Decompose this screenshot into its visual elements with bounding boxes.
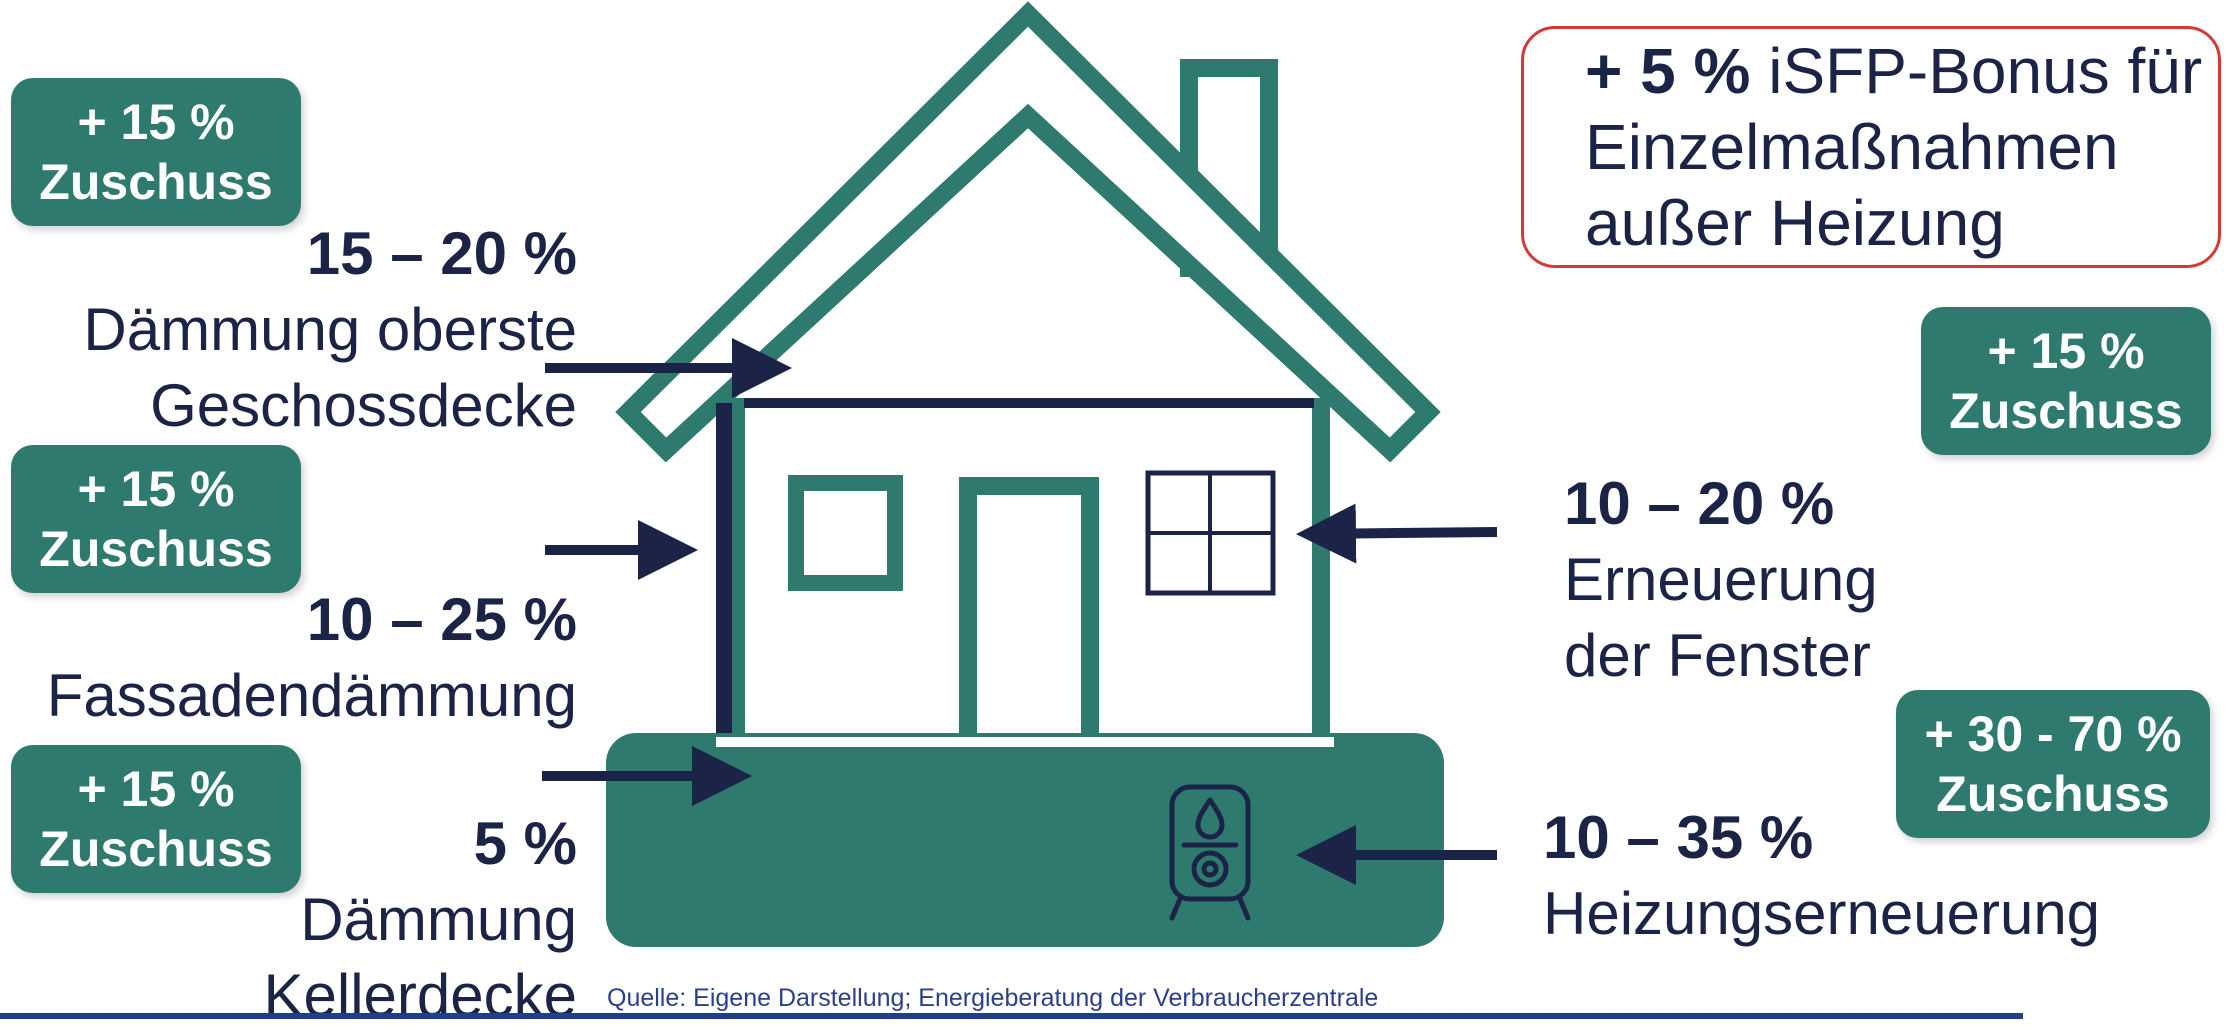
label-window-percent: 10 – 20 % bbox=[1564, 470, 1835, 537]
bonus-line-1-rest: iSFP-Bonus für bbox=[1750, 35, 2203, 107]
bonus-box bbox=[1521, 26, 2221, 268]
roof bbox=[615, 1, 1441, 463]
badge-facade-line-2: Zuschuss bbox=[39, 521, 273, 577]
label-window-measure: 10 – 20 % Erneuerung der Fenster bbox=[1564, 466, 1878, 694]
label-window-line-2: der Fenster bbox=[1564, 622, 1871, 689]
four-pane-window bbox=[1145, 470, 1276, 596]
badge-heating-line-2: Zuschuss bbox=[1936, 766, 2170, 822]
bottom-rule bbox=[0, 1013, 2023, 1019]
label-roof-line-1: Dämmung oberste bbox=[83, 296, 577, 363]
bonus-line-3: außer Heizung bbox=[1585, 187, 2005, 259]
label-cellar-line-2: Kellerdecke bbox=[263, 962, 577, 1029]
heat-pump-icon bbox=[1169, 784, 1251, 921]
bonus-line-2: Einzelmaßnahmen bbox=[1585, 111, 2119, 183]
label-roof-line-2: Geschossdecke bbox=[150, 372, 577, 439]
label-facade-measure: 10 – 25 % Fassadendämmung bbox=[47, 582, 577, 734]
badge-facade-subsidy: + 15 % Zuschuss bbox=[11, 445, 301, 593]
arrow-window bbox=[1296, 503, 1498, 564]
label-roof-measure: 15 – 20 % Dämmung oberste Geschossdecke bbox=[83, 216, 577, 444]
label-cellar-line-1: Dämmung bbox=[300, 886, 577, 953]
badge-cellar-line-1: + 15 % bbox=[77, 761, 235, 817]
badge-heating-subsidy: + 30 - 70 % Zuschuss bbox=[1896, 690, 2210, 838]
basement bbox=[606, 733, 1444, 947]
badge-cellar-line-2: Zuschuss bbox=[39, 821, 273, 877]
badge-cellar-subsidy: + 15 % Zuschuss bbox=[11, 745, 301, 893]
bonus-text: + 5 % iSFP-Bonus für Einzelmaßnahmen auß… bbox=[1585, 33, 2202, 261]
badge-window-line-2: Zuschuss bbox=[1949, 383, 2183, 439]
badge-roof-line-1: + 15 % bbox=[77, 94, 235, 150]
square-window bbox=[788, 475, 903, 591]
label-heating-measure: 10 – 35 % Heizungserneuerung bbox=[1543, 800, 2100, 952]
label-roof-percent: 15 – 20 % bbox=[306, 220, 577, 287]
source-caption: Quelle: Eigene Darstellung; Energieberat… bbox=[607, 984, 1379, 1012]
label-heating-line-1: Heizungserneuerung bbox=[1543, 880, 2101, 947]
label-heating-percent: 10 – 35 % bbox=[1543, 804, 1814, 871]
bonus-line-1: + 5 % iSFP-Bonus für bbox=[1585, 33, 2202, 109]
label-window-line-1: Erneuerung bbox=[1564, 546, 1878, 613]
label-facade-line-1: Fassadendämmung bbox=[46, 662, 577, 729]
badge-roof-line-2: Zuschuss bbox=[39, 154, 273, 210]
door bbox=[959, 477, 1099, 733]
badge-window-line-1: + 15 % bbox=[1987, 323, 2145, 379]
label-cellar-measure: 5 % Dämmung Kellerdecke bbox=[263, 806, 577, 1034]
badge-window-subsidy: + 15 % Zuschuss bbox=[1921, 307, 2211, 455]
label-cellar-percent: 5 % bbox=[473, 810, 577, 877]
badge-heating-line-1: + 30 - 70 % bbox=[1924, 706, 2182, 762]
badge-facade-line-1: + 15 % bbox=[77, 461, 235, 517]
badge-roof-subsidy: + 15 % Zuschuss bbox=[11, 78, 301, 226]
bonus-amount: + 5 % bbox=[1585, 35, 1751, 107]
label-facade-percent: 10 – 25 % bbox=[306, 586, 577, 653]
